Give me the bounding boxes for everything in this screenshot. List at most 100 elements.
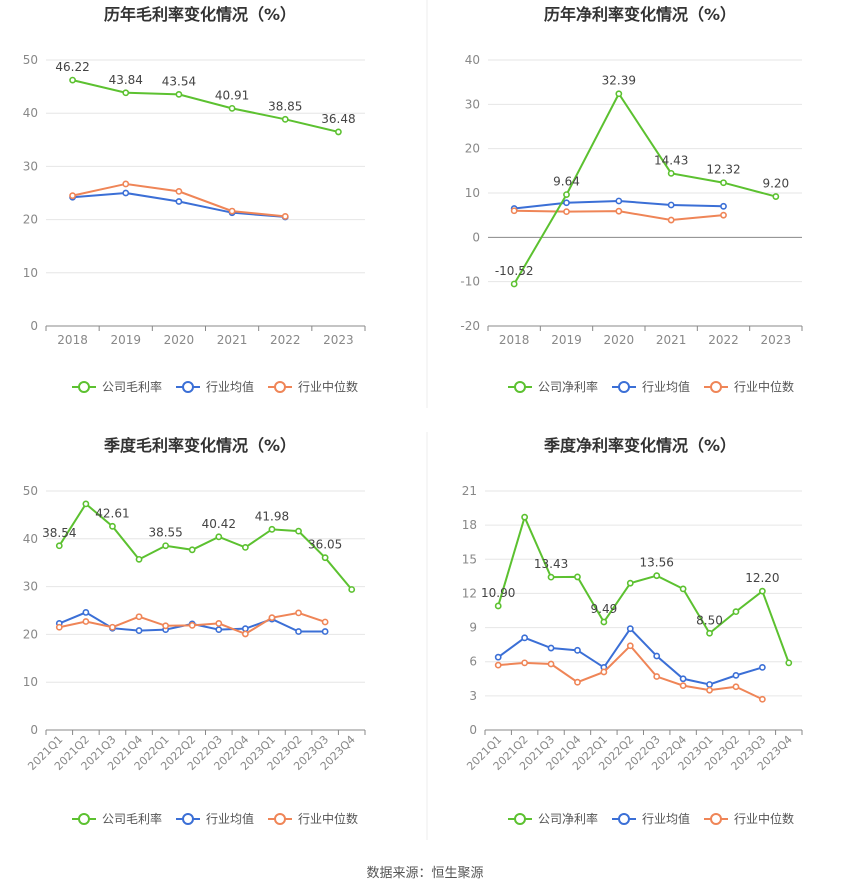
data-point-industry_median [547, 660, 555, 668]
data-point-company [615, 90, 623, 98]
y-tick-label: 9 [469, 621, 477, 635]
data-point-company [785, 659, 793, 667]
data-point-industry_median [122, 180, 130, 188]
series-line-industry_avg [497, 627, 763, 686]
chart-1: 历年毛利率变化情况（%） 0 10 20 30 40 50 2018 2019 2020 2021 2… [23, 5, 366, 394]
legend-marker-icon [274, 381, 286, 393]
legend-item-industry_median[interactable]: 行业中位数 [704, 811, 794, 826]
x-tick-label: 2019 [110, 333, 141, 347]
y-tick-label: 40 [465, 53, 480, 67]
x-tick-label: 2021 [217, 333, 248, 347]
data-point-company [679, 585, 687, 593]
data-point-industry_median [494, 661, 502, 669]
data-label: 42.61 [95, 506, 129, 520]
data-point-company [494, 602, 502, 610]
data-point-industry_median [758, 695, 766, 703]
data-point-industry_avg [135, 627, 143, 634]
data-point-industry_median [615, 207, 623, 215]
data-point-company [732, 608, 740, 616]
x-tick-label: 2023 [761, 333, 792, 347]
y-tick-label: 50 [23, 484, 38, 498]
data-label: 9.49 [591, 602, 618, 616]
data-label: 12.32 [706, 163, 740, 177]
y-tick-label: 0 [469, 723, 477, 737]
y-tick-label: 21 [462, 484, 477, 498]
data-label: 46.22 [55, 60, 89, 74]
legend-item-industry_avg[interactable]: 行业均值 [176, 811, 254, 826]
legend-item-company[interactable]: 公司净利率 [508, 811, 598, 826]
data-point-company [268, 525, 276, 533]
x-tick-label: 2020 [164, 333, 195, 347]
y-tick-label: 18 [462, 518, 477, 532]
chart-title: 历年净利率变化情况（%） [544, 5, 736, 24]
data-label: 10.90 [481, 586, 515, 600]
legend-item-company[interactable]: 公司毛利率 [72, 379, 162, 394]
data-point-industry_median [732, 683, 740, 691]
data-point-industry_median [720, 211, 727, 219]
y-tick-label: 30 [465, 97, 480, 111]
x-tick-label: 2019 [551, 333, 582, 347]
legend-label: 公司净利率 [538, 811, 598, 826]
y-tick-label: 10 [23, 675, 38, 689]
data-point-company [281, 115, 289, 123]
data-point-industry_avg [295, 628, 302, 635]
y-tick-label: 12 [462, 586, 477, 600]
y-tick-label: 6 [469, 655, 477, 669]
data-point-company [109, 522, 116, 530]
data-label: 41.98 [255, 509, 289, 523]
legend-marker-icon [78, 381, 90, 393]
data-point-company [241, 544, 249, 551]
data-point-company [706, 629, 713, 637]
data-point-company [626, 579, 634, 587]
y-tick-label: 20 [23, 213, 38, 227]
legend-marker-icon [710, 813, 722, 825]
data-point-company [653, 572, 661, 580]
y-tick-label: 3 [469, 689, 477, 703]
x-tick-label: 2022 [270, 333, 301, 347]
data-point-industry_median [653, 673, 661, 680]
series-line-company [497, 514, 790, 664]
legend-item-company[interactable]: 公司净利率 [508, 379, 598, 394]
data-label: 9.20 [762, 177, 789, 191]
y-tick-label: 50 [23, 53, 38, 67]
data-point-company [667, 169, 675, 177]
x-tick-label: 2018 [499, 333, 530, 347]
y-tick-label: 40 [23, 106, 38, 120]
y-tick-label: 0 [30, 723, 38, 737]
data-point-company [162, 542, 170, 550]
legend-item-industry_median[interactable]: 行业中位数 [704, 379, 794, 394]
data-point-company [175, 90, 183, 98]
data-point-company [69, 76, 76, 84]
data-point-industry_avg [175, 198, 183, 205]
data-point-company [335, 128, 342, 136]
legend-item-industry_avg[interactable]: 行业均值 [176, 379, 254, 394]
legend-label: 行业均值 [206, 379, 254, 394]
legend-item-industry_median[interactable]: 行业中位数 [268, 379, 358, 394]
data-point-industry_median [135, 613, 143, 621]
data-label: 12.20 [745, 571, 779, 585]
data-point-company [563, 191, 570, 198]
data-point-industry_avg [732, 671, 740, 679]
legend-item-company[interactable]: 公司毛利率 [72, 811, 162, 826]
data-point-industry_avg [494, 653, 502, 661]
legend-marker-icon [182, 813, 194, 825]
data-point-industry_median [563, 208, 570, 216]
legend-marker-icon [182, 381, 194, 393]
chart-2: 历年净利率变化情况（%） -20 -10 0 10 20 30 40 2018 2019 2020 2… [460, 5, 803, 394]
legend-item-industry_median[interactable]: 行业中位数 [268, 811, 358, 826]
data-label: 38.85 [268, 99, 302, 113]
data-point-industry_avg [679, 675, 687, 683]
y-tick-label: 30 [23, 159, 38, 173]
data-point-industry_avg [82, 609, 90, 616]
legend-item-industry_avg[interactable]: 行业均值 [612, 379, 690, 394]
y-tick-label: 15 [462, 552, 477, 566]
legend-item-industry_avg[interactable]: 行业均值 [612, 811, 690, 826]
data-point-industry_avg [122, 189, 130, 197]
legend-label: 公司毛利率 [102, 811, 162, 826]
data-point-industry_median [295, 609, 302, 617]
chart-title: 季度净利率变化情况（%） [543, 436, 736, 455]
series-line-company [72, 79, 339, 133]
data-point-company [188, 546, 196, 554]
series-line-company [513, 91, 777, 285]
